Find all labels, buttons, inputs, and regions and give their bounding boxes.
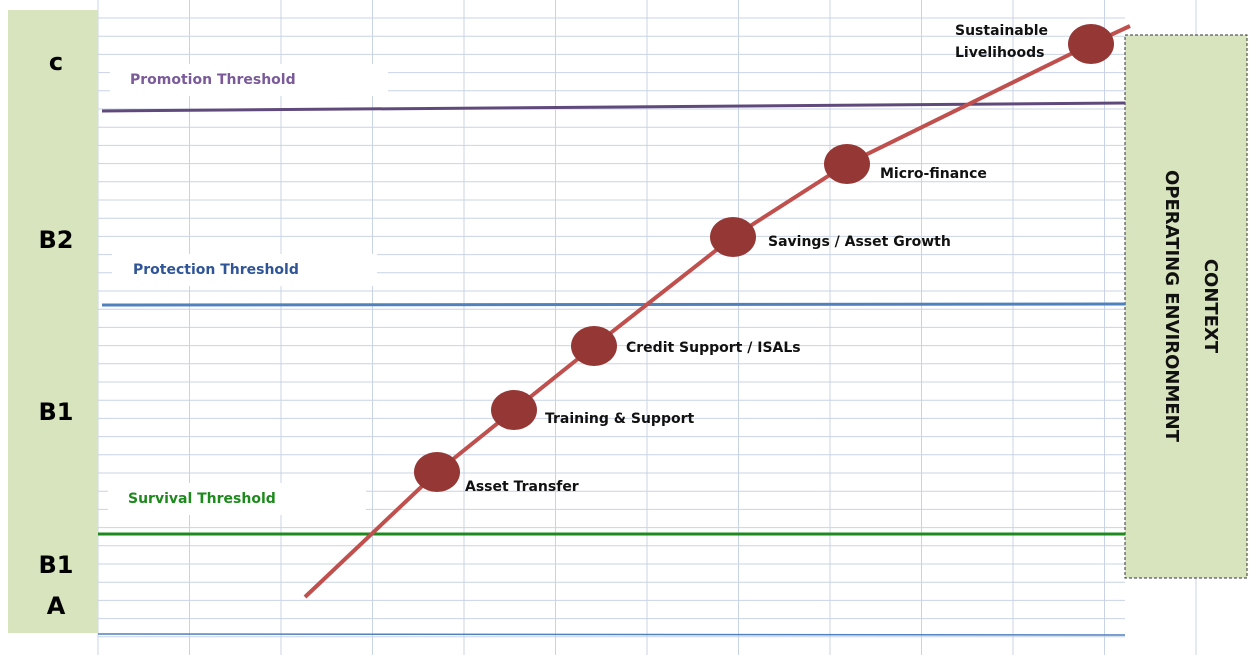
grid xyxy=(97,0,1197,655)
threshold-label: Survival Threshold xyxy=(128,491,276,507)
level-box xyxy=(8,108,98,533)
level-box xyxy=(8,10,98,108)
label-bg xyxy=(112,254,377,286)
level-label: B1 xyxy=(39,398,74,426)
node xyxy=(491,390,537,430)
node xyxy=(710,217,756,257)
level-box xyxy=(8,533,98,633)
label-bg xyxy=(110,64,388,96)
threshold-label: Protection Threshold xyxy=(133,262,299,278)
level-label: c xyxy=(49,48,63,76)
node-label: Credit Support / ISALs xyxy=(626,340,801,356)
node xyxy=(414,452,460,492)
threshold-line xyxy=(101,302,1126,307)
level-label: B2 xyxy=(39,226,74,254)
node-label: Savings / Asset Growth xyxy=(768,234,951,250)
node-label: Asset Transfer xyxy=(465,479,579,495)
node xyxy=(824,144,870,184)
node xyxy=(571,326,617,366)
node xyxy=(1068,24,1114,64)
node-label: Micro-finance xyxy=(880,166,987,182)
side-label: OPERATING ENVIRONMENT xyxy=(1161,170,1182,443)
level-label: A xyxy=(47,592,66,620)
node-label: Training & Support xyxy=(545,411,694,427)
label-bg xyxy=(108,483,366,515)
node-label: Livelihoods xyxy=(955,45,1045,61)
base-line xyxy=(97,633,1126,636)
threshold-label: Promotion Threshold xyxy=(130,72,296,88)
side-box xyxy=(1124,34,1248,579)
pathway-line xyxy=(303,24,1131,599)
threshold-line xyxy=(101,101,1126,113)
level-label: B1 xyxy=(39,551,74,579)
node-label: Sustainable xyxy=(955,23,1048,39)
side-label: CONTEXT xyxy=(1200,259,1221,354)
